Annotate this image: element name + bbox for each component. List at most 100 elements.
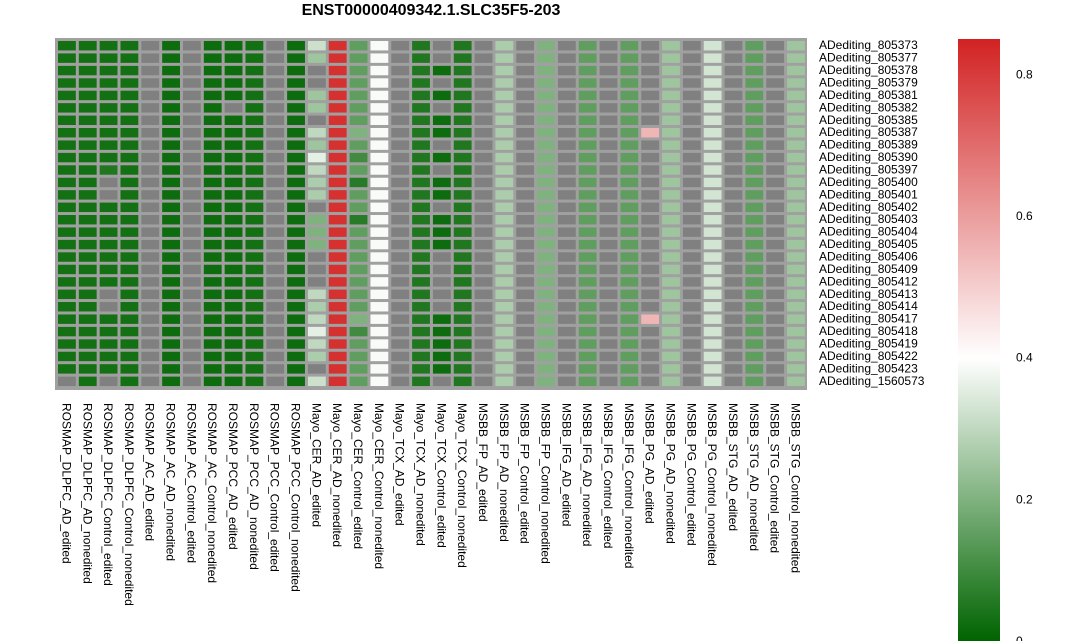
heatmap-cell — [578, 41, 597, 51]
heatmap-cell — [453, 239, 472, 250]
heatmap-cell — [599, 314, 618, 324]
column-label: MSBB_IFG_Control_nonedited — [622, 403, 636, 568]
heatmap-cell — [307, 339, 326, 349]
heatmap-cell — [537, 215, 555, 225]
heatmap-cell — [537, 53, 555, 63]
heatmap-cell — [599, 239, 618, 250]
heatmap-cell — [537, 190, 555, 200]
heatmap-cell — [162, 264, 180, 275]
heatmap-cell — [412, 152, 430, 163]
row-label: ADediting_805409 — [819, 262, 918, 276]
heatmap-cell — [516, 302, 535, 312]
heatmap-cell — [703, 140, 722, 150]
heatmap-cell — [328, 302, 347, 312]
heatmap-cell — [495, 41, 514, 51]
heatmap-cell — [537, 252, 555, 262]
heatmap-cell — [474, 152, 493, 163]
heatmap-cell — [141, 302, 160, 312]
heatmap-cell — [537, 227, 555, 237]
heatmap-cell — [162, 252, 180, 262]
heatmap-cell — [682, 41, 701, 51]
heatmap-cell — [620, 376, 639, 387]
heatmap-cell — [599, 326, 618, 337]
heatmap-cell — [78, 128, 97, 138]
heatmap-cell — [662, 115, 680, 126]
heatmap-cell — [745, 90, 764, 101]
heatmap-cell — [703, 90, 722, 101]
heatmap-cell — [266, 302, 285, 312]
heatmap-cell — [370, 252, 389, 262]
heatmap-cell — [557, 277, 576, 287]
heatmap-cell — [557, 227, 576, 237]
heatmap-cell — [99, 115, 118, 126]
heatmap-cell — [662, 289, 680, 300]
heatmap-cell — [787, 252, 805, 262]
heatmap-cell — [745, 364, 764, 374]
colorbar-ticks: 0 0.2 0.4 0.6 0.8 — [1016, 67, 1033, 641]
row-label: ADediting_805404 — [819, 225, 918, 239]
heatmap-cell — [682, 215, 701, 225]
heatmap-cell — [662, 165, 680, 175]
heatmap-cell — [641, 289, 660, 300]
column-label: MSBB_IFG_Control_edited — [601, 403, 615, 548]
heatmap-cell — [537, 239, 555, 250]
heatmap-cell — [453, 41, 472, 51]
heatmap-cell — [370, 215, 389, 225]
heatmap-cell — [724, 140, 743, 150]
heatmap-cell — [724, 252, 743, 262]
column-label: MSBB_PG_Control_edited — [684, 403, 698, 546]
heatmap-cell — [745, 252, 764, 262]
heatmap-cell — [724, 190, 743, 200]
heatmap-cell — [495, 152, 514, 163]
heatmap-cell — [307, 215, 326, 225]
heatmap-cell — [58, 277, 76, 287]
heatmap-cell — [474, 90, 493, 101]
heatmap-cell — [328, 165, 347, 175]
heatmap-cell — [537, 277, 555, 287]
column-label: ROSMAP_DLPFC_AD_nonedited — [80, 403, 94, 584]
column-label: ROSMAP_AC_Control_nonedited — [205, 403, 219, 583]
heatmap-cell — [224, 326, 243, 337]
heatmap-cell — [307, 103, 326, 113]
heatmap-cell — [391, 302, 410, 312]
heatmap-cell — [724, 351, 743, 362]
heatmap-cell — [453, 364, 472, 374]
heatmap-cell — [287, 289, 305, 300]
heatmap-cell — [141, 351, 160, 362]
heatmap-cell — [578, 289, 597, 300]
heatmap-cell — [99, 227, 118, 237]
heatmap-cell — [182, 128, 201, 138]
heatmap-cell — [432, 239, 451, 250]
heatmap-cell — [578, 376, 597, 387]
heatmap-cell — [432, 78, 451, 88]
heatmap-cell — [141, 277, 160, 287]
heatmap-cell — [537, 289, 555, 300]
heatmap-cell — [724, 215, 743, 225]
heatmap-cell — [245, 140, 264, 150]
heatmap-cell — [224, 103, 243, 113]
heatmap-cell — [141, 252, 160, 262]
heatmap-cell — [141, 177, 160, 188]
heatmap-cell — [724, 326, 743, 337]
heatmap-cell — [599, 376, 618, 387]
column-label: ROSMAP_DLPFC_Control_edited — [101, 403, 115, 586]
heatmap-cell — [120, 302, 139, 312]
heatmap-cell — [516, 326, 535, 337]
heatmap-cell — [641, 41, 660, 51]
heatmap-cell — [412, 227, 430, 237]
heatmap-cell — [224, 41, 243, 51]
heatmap-cell — [203, 202, 222, 213]
heatmap-cell — [703, 190, 722, 200]
heatmap-cell — [391, 41, 410, 51]
heatmap-cell — [578, 339, 597, 349]
heatmap-cell — [432, 65, 451, 76]
heatmap-cell — [120, 339, 139, 349]
heatmap-cell — [78, 376, 97, 387]
heatmap-cell — [266, 103, 285, 113]
heatmap-cell — [307, 239, 326, 250]
heatmap-cell — [328, 115, 347, 126]
heatmap-cell — [349, 302, 368, 312]
heatmap-cell — [287, 239, 305, 250]
heatmap-cell — [412, 78, 430, 88]
heatmap-cell — [662, 252, 680, 262]
